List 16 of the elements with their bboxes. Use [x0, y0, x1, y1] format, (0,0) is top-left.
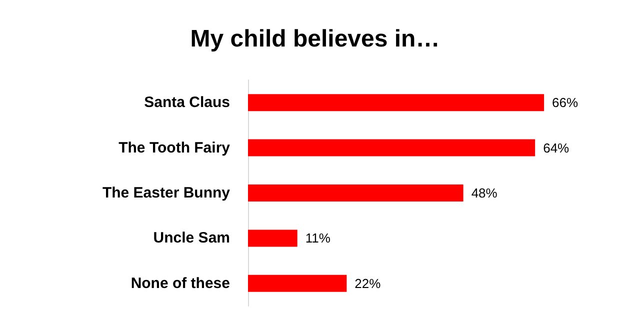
y-tick-label: Santa Claus: [144, 94, 230, 112]
bar: [248, 184, 464, 202]
data-label: 66%: [552, 95, 579, 110]
y-tick-label: Uncle Sam: [153, 230, 230, 247]
data-label: 64%: [543, 140, 570, 156]
bar: [248, 230, 298, 247]
bar: [248, 139, 536, 156]
bar: [248, 274, 347, 292]
data-label: 22%: [354, 276, 382, 291]
y-tick-label: The Easter Bunny: [102, 184, 231, 202]
bar: [248, 94, 544, 112]
data-label: 11%: [305, 230, 331, 246]
y-tick-label: None of these: [130, 274, 230, 292]
chart-title: My child believes in…: [190, 26, 440, 52]
data-label: 48%: [471, 186, 498, 200]
y-tick-label: The Tooth Fairy: [118, 139, 231, 156]
